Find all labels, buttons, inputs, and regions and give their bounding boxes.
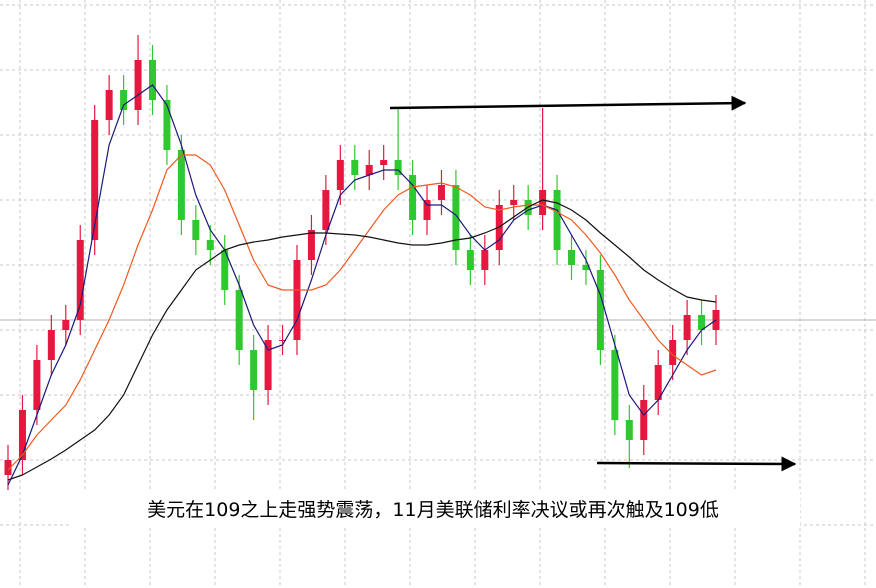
candle-body [423, 200, 431, 220]
candle-body [206, 240, 214, 250]
candle-body [322, 190, 330, 230]
candle-body [437, 185, 445, 200]
candle-body [466, 250, 474, 270]
candle-body [582, 265, 590, 270]
candle-body [510, 200, 518, 205]
candle-body [409, 175, 417, 220]
candle-body [568, 250, 576, 265]
candle-body [91, 120, 99, 240]
candle-body [47, 330, 55, 360]
candle-body [351, 160, 359, 175]
candle-body [336, 160, 344, 190]
moving-average-line [7, 154, 717, 471]
candle-body [221, 250, 229, 290]
candle-body [611, 350, 619, 420]
candle-body [683, 315, 691, 340]
candle-body [148, 60, 156, 100]
candle-body [177, 150, 185, 220]
candle-body [452, 185, 460, 250]
candle-body [4, 460, 12, 475]
arrow [596, 456, 797, 472]
candle-body [654, 365, 662, 400]
candle-body [481, 250, 489, 270]
candle-body [33, 360, 41, 410]
candle-body [18, 410, 26, 460]
candle-body [669, 340, 677, 365]
moving-average-line [7, 199, 717, 481]
caption-bg [70, 490, 800, 526]
candle-body [163, 100, 171, 150]
candle-body [596, 270, 604, 350]
candle-body [235, 290, 243, 350]
candle-body [394, 160, 402, 175]
candle-body [539, 190, 547, 215]
candle-body [120, 90, 128, 110]
arrow [389, 95, 747, 111]
candle-body [640, 400, 648, 440]
candle-body [307, 230, 315, 260]
candle-body [365, 165, 373, 175]
candle-body [279, 340, 287, 341]
candle-body [380, 160, 388, 165]
candle-body [76, 240, 84, 320]
candle-body [192, 220, 200, 240]
candle-body [698, 315, 706, 330]
candle-body [553, 190, 561, 250]
candle-body [250, 350, 258, 390]
candle-body [105, 90, 113, 120]
caption: 美元在109之上走强势震荡，11月美联储利率决议或再次触及109低 [147, 499, 719, 521]
candle-body [134, 60, 142, 110]
candle-body [293, 260, 301, 340]
candle-body [62, 320, 70, 330]
candle-body [264, 340, 272, 390]
moving-average-line [7, 84, 717, 486]
candle-body [625, 420, 633, 440]
